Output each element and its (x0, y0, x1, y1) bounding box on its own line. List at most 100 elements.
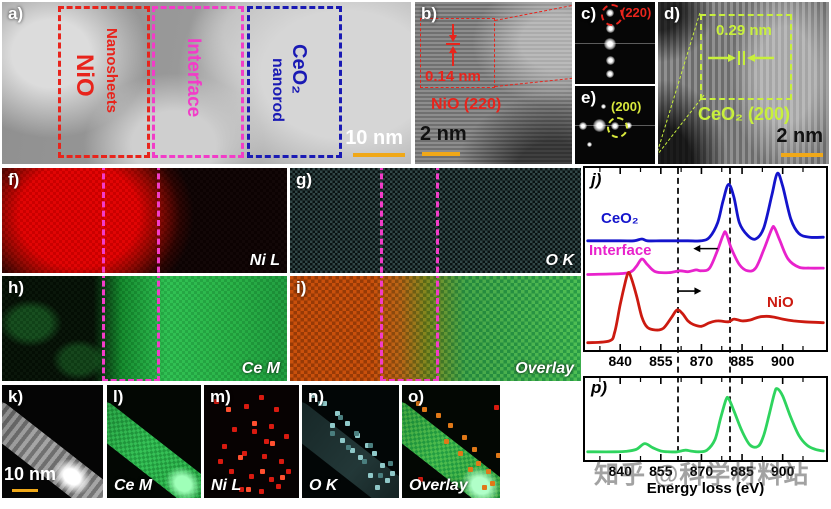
panel-label-l: l) (113, 387, 124, 406)
panel-n-o-map-rod: n) O K (302, 385, 399, 498)
x-tick-label: 870 (689, 353, 714, 369)
element-label-o: Overlay (409, 477, 468, 494)
panel-c-fft-nio: c) (220) (575, 2, 655, 84)
scalebar-text-d: 2 nm (776, 125, 823, 147)
ceo2-label: CeO₂ (288, 44, 310, 95)
x-axis-ticks-j: 840 855 870 885 900 (583, 353, 828, 374)
spacing-text-d: 0.29 nm (716, 22, 772, 39)
panel-label-o: o) (408, 387, 425, 406)
panel-label-j: j) (591, 170, 602, 189)
x-axis-ticks-p: 840 855 870 885 900 (583, 463, 828, 479)
map-noise (2, 276, 287, 381)
spectra-column: j) CeO₂ Interface NiO 840 855 870 885 900 p)… (583, 166, 828, 509)
x-tick-label: 855 (649, 353, 673, 369)
eels-spectra-chart (586, 168, 825, 350)
interface-guide-box-f (102, 168, 160, 273)
fft-connector-line-top (494, 5, 572, 21)
interface-guide-box-h (102, 276, 160, 381)
dashed-guide (677, 168, 680, 462)
lattice-spacing-marker-d (708, 51, 774, 65)
panel-label-g: g) (296, 170, 313, 189)
scalebar-d (781, 153, 823, 157)
panel-f-ni-map: f) Ni L (2, 168, 287, 273)
panel-label-n: n) (308, 387, 325, 406)
scalebar-k (12, 489, 38, 492)
x-tick-label: 900 (770, 463, 795, 479)
phase-text-d: CeO₂ (200) (698, 104, 791, 124)
panel-o-overlay-rod: o) Overlay (402, 385, 500, 498)
panel-m-ni-map-rod: m) Ni L (204, 385, 299, 498)
panel-d-hrtem-ceo2: d) 0.29 nm CeO₂ (200) 2 nm (658, 2, 829, 164)
fft-spot (625, 122, 632, 129)
panel-p-reference-spectrum (583, 376, 828, 462)
reflection-circle-c (601, 4, 623, 26)
scalebar-b (422, 152, 460, 156)
panel-g-o-map: g) O K (290, 168, 581, 273)
fft-spot (604, 38, 616, 50)
ni-speckles (214, 399, 219, 404)
reference-spectrum-chart (586, 378, 825, 460)
x-tick-label: 900 (770, 353, 795, 369)
x-tick-label: 840 (608, 353, 632, 369)
element-label-l: Ce M (114, 477, 153, 494)
spacing-text-b: 0.14 nm (425, 68, 481, 85)
reflection-text-c: (220) (621, 5, 652, 20)
scalebar-text-b: 2 nm (420, 123, 467, 145)
panel-label-k: k) (8, 387, 24, 406)
nio-label: NiO (71, 54, 98, 97)
x-tick-label: 885 (730, 353, 754, 369)
nio-sub-label: Nanosheets (103, 28, 120, 114)
panel-label-p: p) (591, 378, 608, 397)
panel-label-a: a) (8, 4, 24, 23)
panel-h-ce-map: h) Ce M (2, 276, 287, 381)
panel-label-f: f) (8, 170, 20, 189)
panel-label-d: d) (664, 4, 681, 23)
phase-text-b: NiO (220) (431, 96, 502, 113)
o-speckles (310, 393, 315, 398)
reflection-text-e: (200) (611, 99, 642, 114)
fft-spot (601, 104, 606, 109)
legend-interface: Interface (589, 242, 652, 259)
ceo2-sub-label: nanorod (269, 58, 286, 122)
panel-label-c: c) (581, 4, 597, 23)
o-speckles (318, 401, 323, 406)
spacing-box-d (700, 14, 792, 100)
panel-j-eels-spectra (583, 166, 828, 352)
overlay-speckles (416, 401, 421, 406)
map-noise (2, 168, 287, 273)
fft-spot (606, 56, 615, 65)
x-tick-label: 855 (649, 463, 673, 479)
fft-spot (593, 119, 606, 132)
element-label-h: Ce M (241, 360, 280, 377)
element-label-n: O K (309, 477, 338, 494)
element-label-g: O K (545, 252, 574, 269)
panel-b-hrtem-nio: b) 0.14 nm NiO (220) 2 nm (415, 2, 572, 164)
scalebar-text-a: 10 nm (345, 127, 403, 149)
legend-nio: NiO (767, 294, 794, 311)
scalebar-text-k: 10 nm (4, 464, 57, 484)
fft-source-box (420, 18, 495, 88)
x-tick-label: 870 (689, 463, 714, 479)
panel-label-i: i) (296, 278, 307, 297)
map-noise (290, 276, 581, 381)
x-axis-title: Energy loss (eV) (646, 480, 765, 497)
panel-label-m: m) (210, 387, 231, 406)
zoom-connector-line-1 (658, 12, 701, 157)
lattice-spacing-marker (446, 24, 460, 66)
reflection-circle-e (607, 117, 628, 138)
map-noise (290, 168, 581, 273)
fft-spot (579, 122, 587, 130)
nio-region-box (58, 6, 150, 158)
panel-a-stem-overview: a) NiO Nanosheets Interface CeO₂ nanorod… (2, 2, 411, 164)
element-label-i: Overlay (515, 360, 574, 377)
panel-label-b: b) (421, 4, 438, 23)
legend-ceo2: CeO₂ (601, 210, 639, 227)
scalebar-a (353, 153, 405, 157)
interface-label: Interface (183, 38, 204, 118)
panel-label-e: e) (581, 88, 597, 107)
panel-l-ce-map-rod: l) Ce M (107, 385, 201, 498)
fft-spot (606, 70, 614, 78)
interface-guide-box-i (380, 276, 439, 381)
element-label-f: Ni L (249, 252, 280, 269)
